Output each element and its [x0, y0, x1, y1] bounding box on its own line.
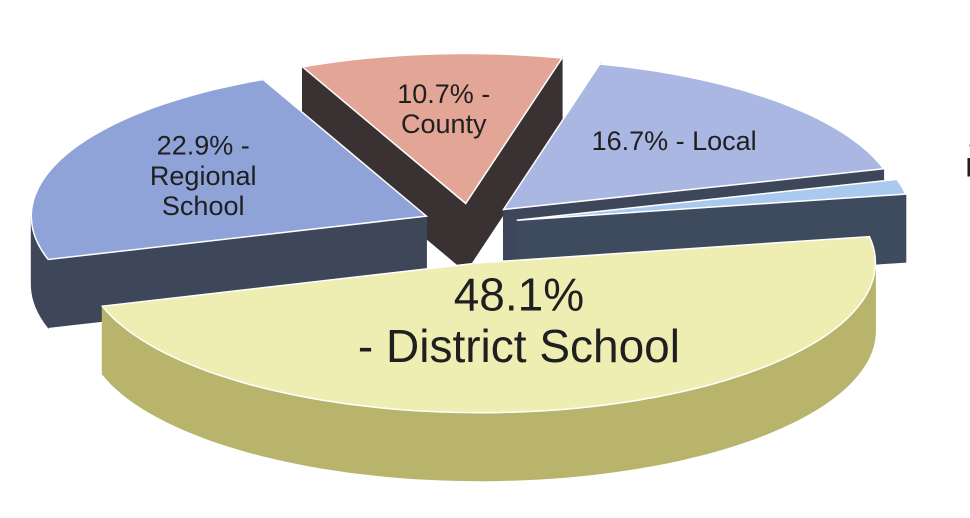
slice — [30, 78, 429, 329]
data-label: County — [401, 109, 487, 139]
data-label: 10.7% - — [397, 79, 490, 109]
slice-top — [100, 235, 877, 414]
data-label: 22.9% - — [157, 131, 250, 161]
data-label: 1.6% - — [968, 122, 970, 152]
slice-top — [300, 52, 564, 205]
slice-top — [30, 78, 429, 261]
data-label: 16.7% - Local — [592, 126, 757, 156]
data-label: Regional — [150, 161, 257, 191]
slice — [100, 235, 877, 482]
data-label: School — [162, 191, 245, 221]
data-label: 48.1% — [454, 268, 584, 320]
data-label: - District School — [358, 320, 680, 372]
data-label: Library — [965, 153, 970, 183]
slice-top — [516, 178, 907, 221]
slice-top — [501, 63, 886, 211]
